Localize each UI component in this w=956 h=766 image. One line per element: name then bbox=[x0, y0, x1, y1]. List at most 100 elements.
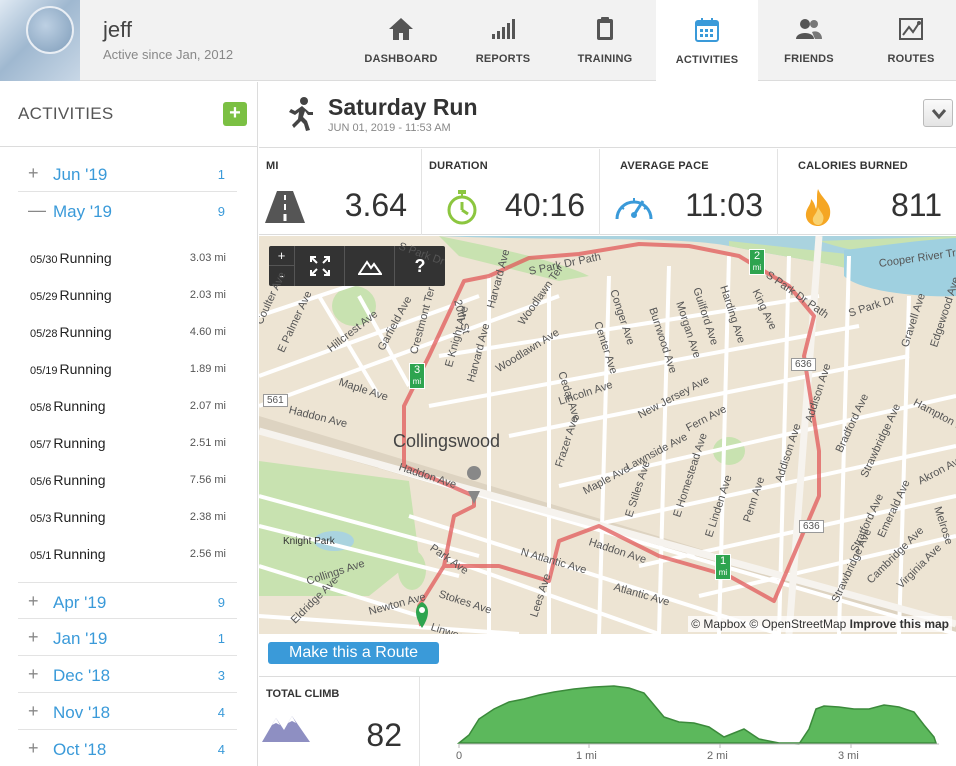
activity-item[interactable]: 05/7 Running 2.51 mi bbox=[30, 435, 226, 455]
stat-pace: AVERAGE PACE 11:03 bbox=[600, 149, 778, 235]
stat-label: AVERAGE PACE bbox=[620, 160, 709, 172]
activity-item[interactable]: 05/30 Running 3.03 mi bbox=[30, 250, 226, 270]
expand-icon: + bbox=[28, 627, 39, 647]
activity-distance: 7.56 mi bbox=[189, 474, 226, 486]
month-may-19[interactable]: — May '19 9 bbox=[18, 192, 237, 229]
terrain-button[interactable] bbox=[345, 246, 395, 286]
stats-bar: MI 3.64 DURATION 40:16 AVERAGE PACE 11:0… bbox=[259, 149, 956, 235]
activity-date: 05/3 bbox=[30, 513, 52, 525]
activity-date: 05/6 bbox=[30, 476, 52, 488]
stat-label: CALORIES BURNED bbox=[798, 160, 908, 172]
make-route-button[interactable]: Make this a Route bbox=[268, 642, 439, 664]
month-jun-19[interactable]: + Jun '19 1 bbox=[18, 155, 237, 192]
activity-type: Running bbox=[53, 435, 106, 451]
activity-type: Running bbox=[53, 472, 106, 488]
activity-item[interactable]: 05/1 Running 2.56 mi bbox=[30, 546, 226, 566]
divider bbox=[0, 146, 258, 147]
activity-type: Running bbox=[53, 398, 106, 414]
activity-options-button[interactable] bbox=[923, 99, 953, 127]
activity-item[interactable]: 05/8 Running 2.07 mi bbox=[30, 398, 226, 418]
activity-item[interactable]: 05/3 Running 2.38 mi bbox=[30, 509, 226, 529]
nav-label: FRIENDS bbox=[784, 53, 834, 65]
activity-date: 05/19 bbox=[30, 365, 58, 377]
bar-chart-icon bbox=[492, 19, 515, 39]
fullscreen-button[interactable] bbox=[295, 246, 345, 286]
activity-title: Saturday Run bbox=[328, 94, 478, 120]
mile-marker-3[interactable]: 3 mi bbox=[409, 363, 425, 389]
month-label: Oct '18 bbox=[53, 740, 107, 759]
home-icon bbox=[389, 18, 413, 40]
expand-icon: + bbox=[28, 738, 39, 758]
nav-label: DASHBOARD bbox=[364, 53, 438, 65]
axis-tick-label: 2 mi bbox=[707, 750, 728, 762]
map-town-label: Collingswood bbox=[393, 431, 501, 451]
add-activity-button[interactable]: + bbox=[223, 102, 247, 126]
expand-icon: + bbox=[28, 591, 39, 611]
runner-icon bbox=[289, 97, 313, 131]
mile-marker-2[interactable]: 2 mi bbox=[749, 249, 765, 275]
mile-number: 3 bbox=[413, 364, 421, 376]
stat-label: DURATION bbox=[429, 160, 488, 172]
map-attribution: © Mapbox © OpenStreetMap Improve this ma… bbox=[688, 616, 952, 632]
nav-friends[interactable]: FRIENDS bbox=[758, 0, 860, 81]
month-apr-19[interactable]: + Apr '19 9 bbox=[18, 582, 237, 619]
stat-distance: MI 3.64 bbox=[259, 149, 422, 235]
stat-value: 3.64 bbox=[344, 187, 407, 223]
month-count: 4 bbox=[217, 705, 225, 720]
month-oct-18[interactable]: + Oct '18 4 bbox=[18, 730, 237, 766]
axis-tick-label: 0 bbox=[456, 750, 462, 762]
help-button[interactable]: ? bbox=[414, 255, 426, 276]
activity-item[interactable]: 05/28 Running 4.60 mi bbox=[30, 324, 226, 344]
nav-dashboard[interactable]: DASHBOARD bbox=[350, 0, 452, 81]
activity-type: Running bbox=[59, 324, 112, 340]
activity-date: 05/8 bbox=[30, 402, 52, 414]
month-count: 4 bbox=[217, 742, 225, 757]
zoom-out-button[interactable]: - bbox=[279, 268, 284, 283]
stat-label: MI bbox=[266, 160, 279, 172]
road-badge: 636 bbox=[799, 520, 824, 533]
activity-item[interactable]: 05/19 Running 1.89 mi bbox=[30, 361, 226, 381]
activity-distance: 2.51 mi bbox=[189, 437, 226, 449]
activity-datetime: JUN 01, 2019 - 11:53 AM bbox=[328, 122, 451, 134]
month-label: Jun '19 bbox=[53, 165, 108, 184]
nav-routes[interactable]: ROUTES bbox=[860, 0, 956, 81]
climb-label: TOTAL CLIMB bbox=[266, 688, 340, 700]
activity-item[interactable]: 05/6 Running 7.56 mi bbox=[30, 472, 226, 492]
expand-icon: + bbox=[28, 701, 39, 721]
mile-marker-1[interactable]: 1 mi bbox=[715, 554, 731, 580]
activity-date: 05/1 bbox=[30, 550, 52, 562]
fullscreen-icon bbox=[309, 256, 330, 276]
stat-calories: CALORIES BURNED 811 bbox=[778, 149, 956, 235]
activity-distance: 2.07 mi bbox=[189, 400, 226, 412]
activity-date: 05/28 bbox=[30, 328, 58, 340]
mapbox-attribution-link[interactable]: © Mapbox bbox=[691, 617, 747, 631]
month-nov-18[interactable]: + Nov '18 4 bbox=[18, 693, 237, 730]
month-dec-18[interactable]: + Dec '18 3 bbox=[18, 656, 237, 693]
improve-map-link[interactable]: Improve this map bbox=[849, 617, 949, 631]
main-nav: DASHBOARD REPORTS TRAINING ACTIVITIES FR… bbox=[350, 0, 956, 82]
activity-distance: 2.56 mi bbox=[189, 548, 226, 560]
activity-header: Saturday Run JUN 01, 2019 - 11:53 AM bbox=[259, 82, 956, 148]
zoom-in-button[interactable]: + bbox=[269, 246, 294, 266]
nav-label: TRAINING bbox=[577, 53, 633, 65]
nav-activities[interactable]: ACTIVITIES bbox=[656, 0, 758, 82]
friends-icon bbox=[796, 19, 822, 39]
nav-training[interactable]: TRAINING bbox=[554, 0, 656, 81]
activity-item[interactable]: 05/29 Running 2.03 mi bbox=[30, 287, 226, 307]
osm-attribution-link[interactable]: © OpenStreetMap bbox=[749, 617, 847, 631]
month-count: 1 bbox=[217, 167, 225, 182]
sidebar-title: ACTIVITIES bbox=[18, 104, 114, 123]
route-map[interactable]: + - ? Collingswood Knight Park Cooper Ri… bbox=[259, 236, 956, 634]
route-map-icon bbox=[899, 18, 923, 40]
activity-date: 05/7 bbox=[30, 439, 52, 451]
stat-value: 811 bbox=[890, 187, 942, 223]
month-jan-19[interactable]: + Jan '19 1 bbox=[18, 619, 237, 656]
month-label: Jan '19 bbox=[53, 629, 108, 648]
top-header: jeff Active since Jan, 2012 DASHBOARD RE… bbox=[0, 0, 956, 82]
road-icon bbox=[265, 191, 305, 223]
avatar[interactable] bbox=[0, 0, 80, 81]
nav-reports[interactable]: REPORTS bbox=[452, 0, 554, 81]
flame-icon bbox=[805, 189, 831, 226]
activity-date: 05/30 bbox=[30, 254, 58, 266]
zoom-controls: + - bbox=[269, 246, 295, 286]
